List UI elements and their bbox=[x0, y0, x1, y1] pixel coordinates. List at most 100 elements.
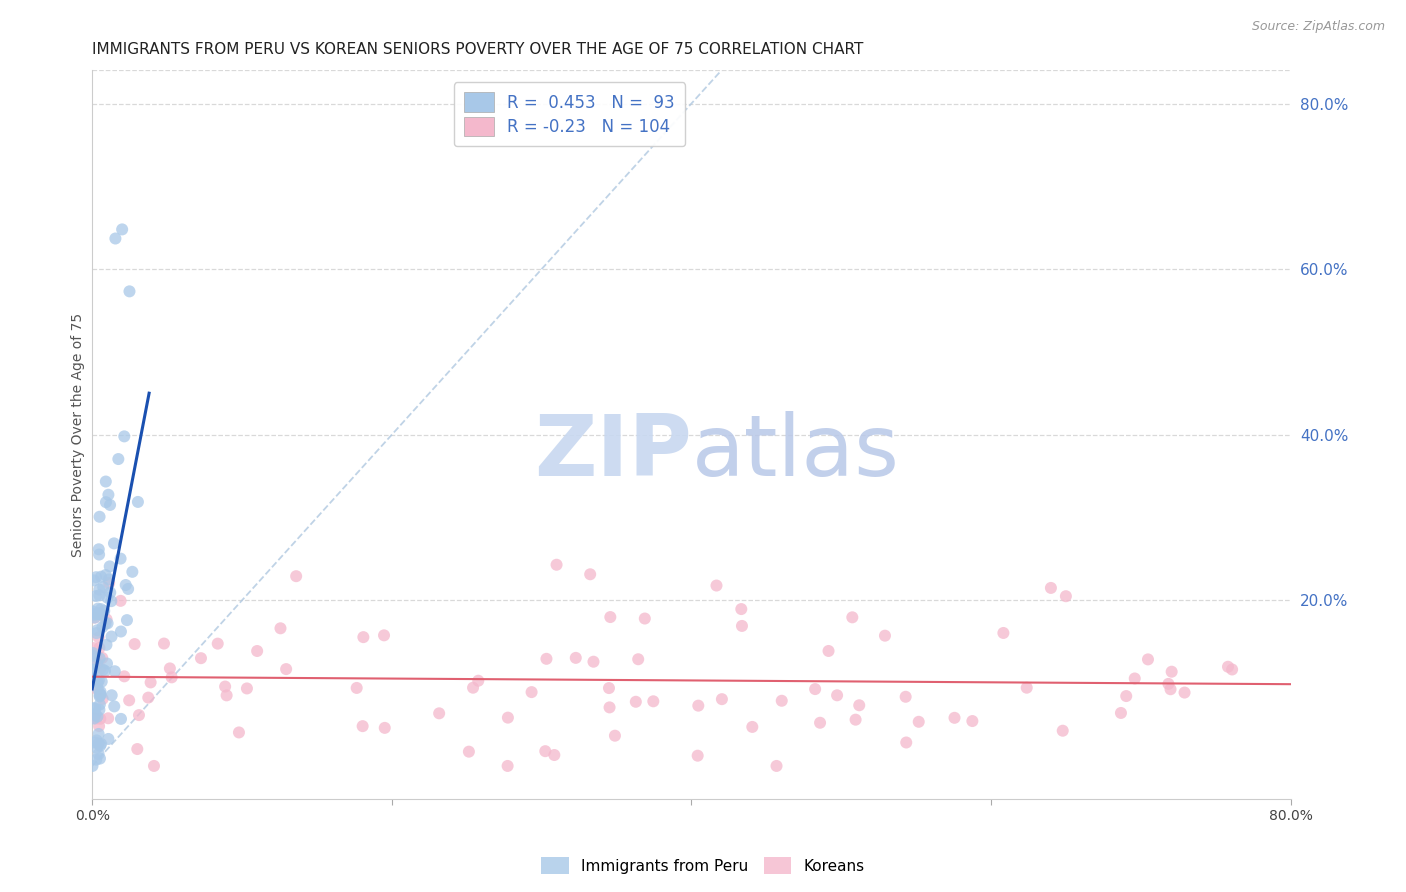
Point bbox=[87, 681, 110, 696]
Point bbox=[89, 640, 111, 655]
Point bbox=[688, 698, 710, 713]
Point bbox=[1052, 723, 1074, 738]
Point bbox=[97, 573, 120, 587]
Point bbox=[86, 607, 108, 621]
Point bbox=[124, 637, 146, 651]
Point bbox=[114, 578, 136, 592]
Point bbox=[962, 714, 984, 728]
Point bbox=[741, 720, 763, 734]
Point bbox=[82, 646, 104, 660]
Point bbox=[94, 616, 117, 631]
Point bbox=[467, 673, 489, 688]
Point bbox=[84, 753, 107, 767]
Point bbox=[896, 735, 918, 749]
Point bbox=[83, 574, 105, 588]
Point bbox=[1015, 681, 1038, 695]
Point bbox=[89, 688, 111, 702]
Point bbox=[427, 706, 450, 721]
Point bbox=[96, 591, 118, 605]
Point bbox=[83, 712, 105, 726]
Point bbox=[461, 681, 484, 695]
Point bbox=[110, 712, 132, 726]
Point bbox=[730, 602, 752, 616]
Point bbox=[110, 551, 132, 566]
Point bbox=[579, 567, 602, 582]
Point bbox=[87, 737, 110, 751]
Point bbox=[269, 621, 291, 635]
Point bbox=[96, 657, 118, 671]
Text: IMMIGRANTS FROM PERU VS KOREAN SENIORS POVERTY OVER THE AGE OF 75 CORRELATION CH: IMMIGRANTS FROM PERU VS KOREAN SENIORS P… bbox=[93, 42, 863, 57]
Point bbox=[374, 721, 396, 735]
Point bbox=[228, 725, 250, 739]
Point bbox=[89, 703, 111, 717]
Point bbox=[276, 662, 298, 676]
Point bbox=[565, 651, 588, 665]
Point bbox=[83, 672, 105, 686]
Point bbox=[520, 685, 543, 699]
Point bbox=[98, 576, 121, 591]
Point bbox=[86, 657, 108, 671]
Point bbox=[117, 582, 139, 596]
Point bbox=[90, 737, 112, 751]
Point bbox=[89, 698, 111, 712]
Point bbox=[160, 670, 183, 684]
Point bbox=[993, 626, 1015, 640]
Point bbox=[706, 578, 728, 592]
Point bbox=[1173, 685, 1195, 699]
Point bbox=[100, 594, 122, 608]
Text: Source: ZipAtlas.com: Source: ZipAtlas.com bbox=[1251, 20, 1385, 33]
Point bbox=[86, 656, 108, 670]
Point bbox=[457, 745, 479, 759]
Point bbox=[91, 580, 114, 594]
Point bbox=[817, 644, 839, 658]
Point bbox=[86, 709, 108, 723]
Point bbox=[84, 701, 107, 715]
Point bbox=[496, 759, 519, 773]
Point bbox=[82, 663, 104, 677]
Point bbox=[89, 739, 111, 753]
Point bbox=[103, 536, 125, 550]
Point bbox=[94, 664, 117, 678]
Point bbox=[84, 712, 107, 726]
Point bbox=[110, 624, 132, 639]
Point bbox=[97, 488, 120, 502]
Point bbox=[86, 650, 108, 665]
Legend: R =  0.453   N =  93, R = -0.23   N = 104: R = 0.453 N = 93, R = -0.23 N = 104 bbox=[454, 82, 685, 146]
Point bbox=[91, 651, 114, 665]
Point bbox=[1054, 589, 1077, 603]
Point bbox=[139, 675, 162, 690]
Point bbox=[352, 719, 374, 733]
Point bbox=[153, 636, 176, 650]
Point bbox=[111, 222, 134, 236]
Point bbox=[1039, 581, 1062, 595]
Point bbox=[118, 285, 141, 299]
Point bbox=[624, 695, 647, 709]
Point bbox=[825, 688, 848, 702]
Point bbox=[89, 688, 111, 702]
Point bbox=[84, 707, 107, 722]
Point bbox=[127, 495, 149, 509]
Point bbox=[943, 711, 966, 725]
Point bbox=[848, 698, 870, 713]
Point bbox=[86, 626, 108, 640]
Point bbox=[215, 689, 238, 703]
Point bbox=[83, 641, 105, 656]
Point bbox=[100, 630, 122, 644]
Point bbox=[82, 648, 104, 663]
Point bbox=[82, 605, 104, 619]
Point bbox=[94, 495, 117, 509]
Point bbox=[91, 663, 114, 677]
Point bbox=[87, 675, 110, 690]
Point bbox=[83, 663, 105, 677]
Point bbox=[98, 585, 121, 599]
Point bbox=[90, 674, 112, 689]
Point bbox=[190, 651, 212, 665]
Point bbox=[83, 711, 105, 725]
Point bbox=[731, 619, 754, 633]
Point bbox=[103, 699, 125, 714]
Legend: Immigrants from Peru, Koreans: Immigrants from Peru, Koreans bbox=[536, 851, 870, 880]
Point bbox=[104, 665, 127, 679]
Point bbox=[84, 570, 107, 584]
Point bbox=[86, 606, 108, 620]
Point bbox=[121, 565, 143, 579]
